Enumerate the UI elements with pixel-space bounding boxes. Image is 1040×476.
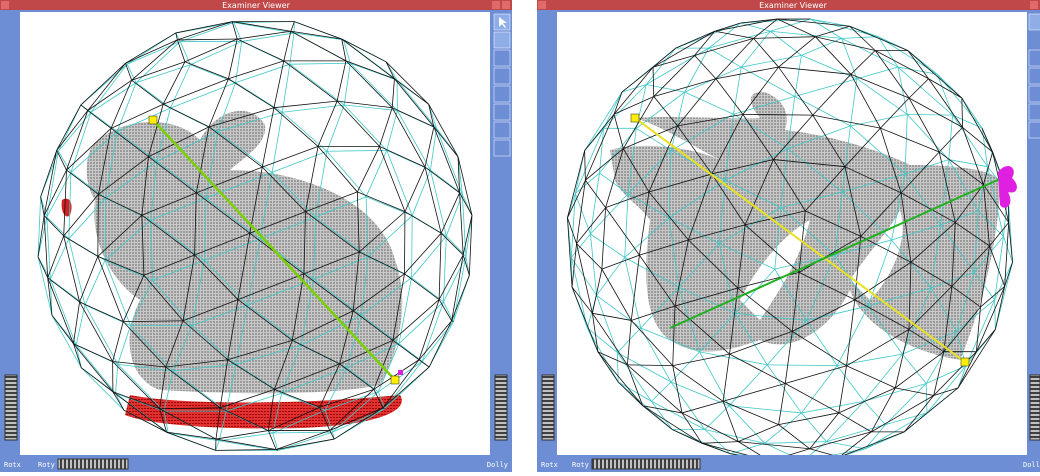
help-button[interactable] — [1029, 50, 1040, 66]
menu-button[interactable] — [1, 1, 9, 9]
handle — [631, 114, 639, 122]
dolly-wheel[interactable] — [1030, 375, 1040, 440]
rotx-wheel[interactable] — [542, 375, 554, 440]
handle — [398, 370, 403, 375]
minimize-button[interactable] — [1030, 1, 1038, 9]
dolly-label: Dolly — [1023, 461, 1040, 469]
help-button[interactable] — [494, 50, 510, 66]
pick-button[interactable] — [1029, 14, 1040, 30]
handle — [149, 116, 157, 124]
seek-button[interactable] — [494, 122, 510, 138]
home-button[interactable] — [1029, 68, 1040, 84]
seek-button[interactable] — [1029, 122, 1040, 138]
minimize-button[interactable] — [492, 1, 500, 9]
viewer-window: Examiner Viewer Rotx Roty Dol — [0, 0, 512, 472]
roty-wheel[interactable] — [592, 459, 700, 469]
roty-label: Roty — [38, 461, 55, 469]
window-title: Examiner Viewer — [759, 1, 827, 10]
home-button[interactable] — [494, 68, 510, 84]
handle — [961, 358, 969, 366]
roty-label: Roty — [572, 461, 589, 469]
window-title: Examiner Viewer — [222, 1, 290, 10]
view-all-button[interactable] — [494, 104, 510, 120]
viewer-window: Examiner Viewer Rotx Roty Dolly — [537, 0, 1040, 472]
view-all-button[interactable] — [1029, 104, 1040, 120]
handle — [391, 376, 399, 384]
menu-button[interactable] — [538, 1, 546, 9]
dolly-label: Dolly — [487, 461, 508, 469]
rotx-wheel[interactable] — [5, 375, 17, 440]
roty-wheel[interactable] — [58, 459, 128, 469]
set-home-button[interactable] — [1029, 86, 1040, 102]
projection-button[interactable] — [494, 140, 510, 156]
dolly-wheel[interactable] — [495, 375, 507, 440]
maximize-button[interactable] — [502, 1, 510, 9]
rotx-label: Rotx — [4, 461, 21, 469]
set-home-button[interactable] — [494, 86, 510, 102]
rotx-label: Rotx — [541, 461, 558, 469]
view-button[interactable] — [494, 32, 510, 48]
